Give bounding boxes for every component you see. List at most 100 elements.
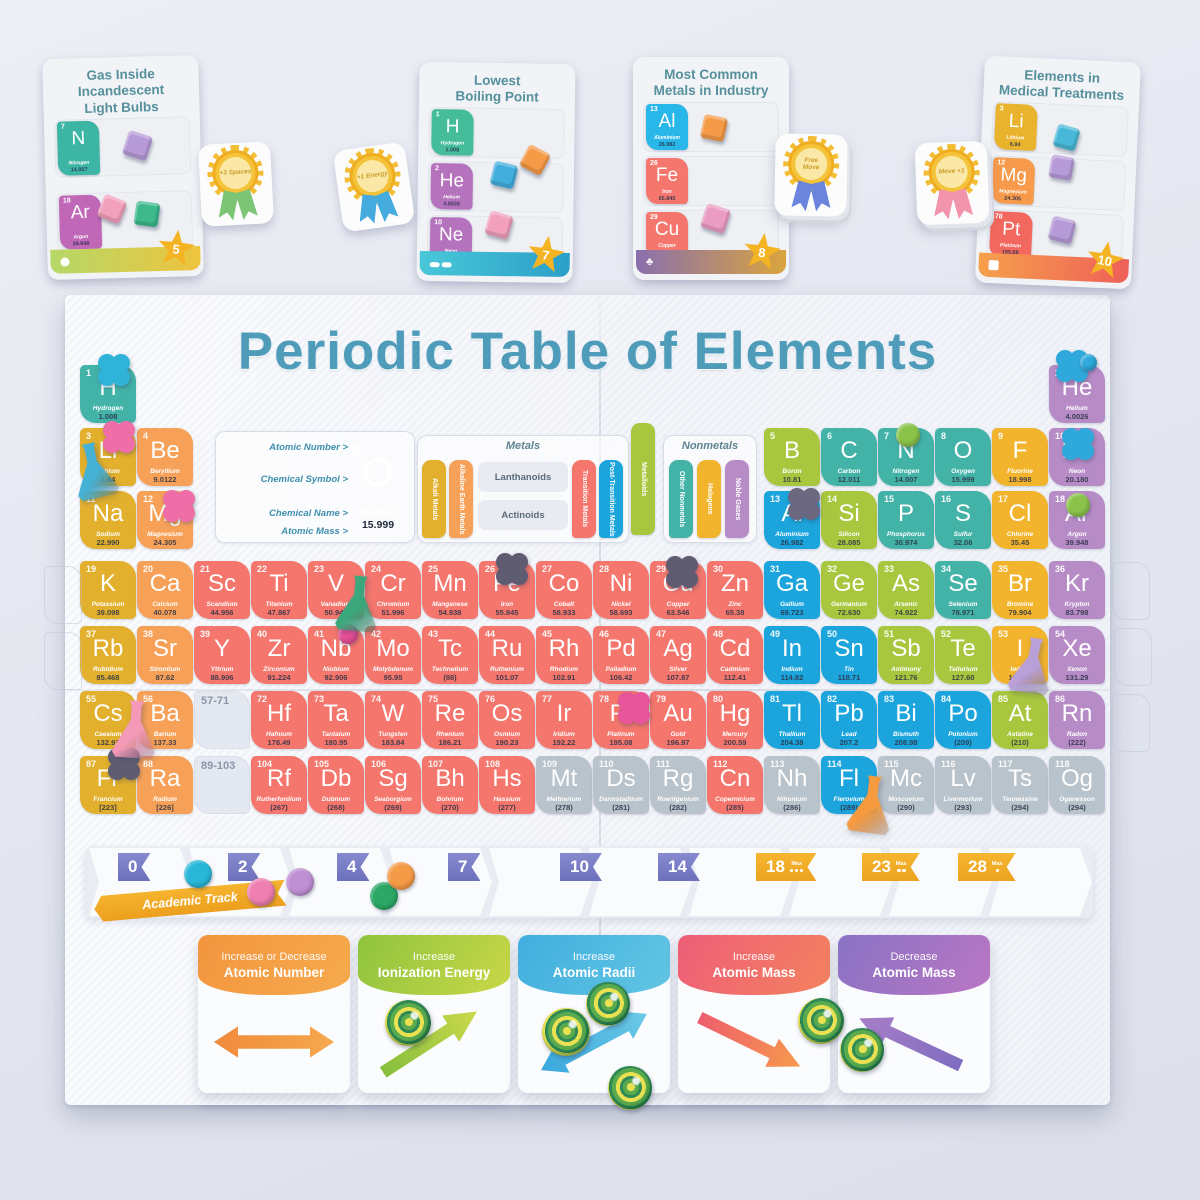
atom-disc-piece[interactable] bbox=[586, 982, 630, 1026]
element-tile-P: 15 P Phosphorus 30.974 bbox=[878, 491, 934, 549]
atom-disc-piece[interactable] bbox=[542, 1008, 590, 1056]
legend-atomic-mass-label: Atomic Mass > bbox=[281, 526, 348, 537]
max-dots bbox=[897, 869, 906, 873]
clover-token-piece[interactable] bbox=[103, 421, 135, 453]
category-tab-alkali-metals: Alkali Metals bbox=[422, 460, 446, 538]
element-tile-Ga: 31 Ga Gallium 69.723 bbox=[764, 561, 820, 619]
flask-piece[interactable] bbox=[1004, 634, 1061, 696]
clover-token-piece[interactable] bbox=[163, 490, 195, 522]
atomic-number: 86 bbox=[1055, 694, 1066, 704]
round-token-piece[interactable] bbox=[1080, 354, 1097, 371]
clover-token-piece[interactable] bbox=[618, 692, 650, 724]
flask-shape bbox=[842, 773, 899, 836]
atom-disc-piece[interactable] bbox=[798, 998, 844, 1044]
element-tile-Os: 76 Os Osmium 190.23 bbox=[479, 691, 535, 749]
atomic-mass: 54.938 bbox=[438, 607, 462, 617]
cube-piece[interactable] bbox=[1052, 123, 1081, 152]
flask-piece[interactable] bbox=[331, 574, 384, 634]
element-symbol: Na bbox=[92, 500, 124, 527]
atom-disc-piece[interactable] bbox=[385, 1000, 431, 1046]
element-symbol: Co bbox=[548, 570, 580, 597]
cube-piece[interactable] bbox=[96, 193, 128, 225]
flask-shape bbox=[331, 574, 384, 634]
element-symbol: Ga bbox=[775, 570, 808, 597]
clover-token-piece[interactable] bbox=[496, 553, 528, 585]
action-card-increase-or-decrease-atomic-number[interactable]: Increase or Decrease Atomic Number bbox=[195, 934, 353, 1100]
atomic-number: 25 bbox=[428, 564, 439, 574]
clover-token-piece[interactable] bbox=[788, 488, 820, 520]
element-name: Francium bbox=[93, 796, 123, 803]
flask-piece[interactable] bbox=[108, 699, 162, 759]
atomic-number: 7 bbox=[884, 431, 890, 441]
round-token-piece[interactable] bbox=[1066, 493, 1090, 517]
atomic-number: 20 bbox=[143, 564, 154, 574]
round-token-piece[interactable] bbox=[184, 860, 212, 888]
element-tile-Rg: 111 Rg Roentgenium (282) bbox=[650, 756, 706, 814]
element-tile-Sg: 106 Sg Seaborgium (269) bbox=[365, 756, 421, 814]
atomic-number: 18 bbox=[1055, 494, 1066, 504]
element-name: Osmium bbox=[493, 731, 520, 738]
flask-piece[interactable] bbox=[842, 773, 899, 836]
atomic-mass: 208.98 bbox=[894, 737, 918, 747]
round-token-piece[interactable] bbox=[247, 878, 275, 906]
atomic-mass: (293) bbox=[954, 802, 972, 812]
atomic-number: 72 bbox=[257, 694, 268, 704]
element-name: Magnesium bbox=[147, 531, 183, 538]
element-symbol: Pd bbox=[606, 635, 636, 662]
atom-disc-piece[interactable] bbox=[608, 1066, 652, 1110]
action-card-header: Increase or Decrease Atomic Number bbox=[198, 935, 350, 995]
cube-piece[interactable] bbox=[484, 210, 514, 240]
atomic-mass: (270) bbox=[441, 802, 459, 812]
cube-piece[interactable] bbox=[699, 202, 732, 235]
round-token-piece[interactable] bbox=[286, 868, 314, 896]
element-name: Polonium bbox=[948, 731, 978, 738]
goal-element-tile-Al: 13 Al Aluminium 26.982 bbox=[646, 104, 688, 150]
clover-token-piece[interactable] bbox=[98, 354, 130, 386]
round-token-piece[interactable] bbox=[387, 862, 415, 890]
category-tab-halogens: Halogens bbox=[697, 460, 721, 538]
element-symbol: Xe bbox=[1062, 635, 1092, 662]
cube-piece[interactable] bbox=[1047, 215, 1077, 245]
element-tile-Cr: 24 Cr Chromium 51.996 bbox=[365, 561, 421, 619]
atomic-mass: [223] bbox=[99, 802, 117, 812]
cube-piece[interactable] bbox=[699, 113, 729, 143]
cube-piece[interactable] bbox=[518, 143, 552, 177]
round-token-piece[interactable] bbox=[896, 423, 920, 447]
action-card-increase-ionization-energy[interactable]: Increase Ionization Energy bbox=[355, 934, 513, 1100]
element-name: Iridium bbox=[553, 731, 575, 738]
element-symbol: Y bbox=[213, 635, 230, 662]
element-symbol: Kr bbox=[1065, 570, 1089, 597]
element-name: Palladium bbox=[605, 666, 637, 673]
element-symbol: Te bbox=[950, 635, 976, 662]
cube-piece[interactable] bbox=[133, 200, 161, 228]
atomic-mass: (294) bbox=[1068, 802, 1086, 812]
cube-piece[interactable] bbox=[121, 129, 154, 162]
element-tile-Ti: 22 Ti Titanium 47.867 bbox=[251, 561, 307, 619]
atomic-number: 114 bbox=[827, 759, 842, 769]
atomic-number: 26 bbox=[650, 160, 658, 167]
element-tile-In: 49 In Indium 114.82 bbox=[764, 626, 820, 684]
element-name: Copper bbox=[666, 601, 690, 608]
element-name: Carbon bbox=[837, 468, 861, 475]
element-name: Roentgenium bbox=[657, 796, 699, 803]
clover-token-piece[interactable] bbox=[1062, 428, 1094, 460]
goal-card-3[interactable]: Most Common Metals in Industry 13 Al Alumin… bbox=[633, 57, 789, 280]
clover-token-piece[interactable] bbox=[666, 556, 698, 588]
series-placeholder-57-71: 57-71 bbox=[194, 691, 250, 749]
atomic-mass: 9.0122 bbox=[153, 474, 177, 484]
element-tile-Tl: 81 Tl Thallium 204.38 bbox=[764, 691, 820, 749]
element-symbol: Si bbox=[838, 500, 860, 527]
action-card-line2: Atomic Radii bbox=[552, 964, 636, 980]
element-name: Silicon bbox=[838, 531, 860, 538]
cube-piece[interactable] bbox=[1048, 154, 1075, 181]
cube-piece[interactable] bbox=[489, 160, 519, 190]
atomic-number: 76 bbox=[485, 694, 496, 704]
element-tile-Db: 105 Db Dubnium (268) bbox=[308, 756, 364, 814]
atom-disc-piece[interactable] bbox=[840, 1028, 884, 1072]
element-name: Bismuth bbox=[893, 731, 919, 738]
element-symbol: Ir bbox=[556, 700, 572, 727]
atomic-mass: 112.41 bbox=[723, 672, 747, 682]
element-name: Phosphorus bbox=[887, 531, 925, 538]
element-tile-F: 9 F Fluorine 18.998 bbox=[992, 428, 1048, 486]
atomic-mass: [226] bbox=[156, 802, 174, 812]
